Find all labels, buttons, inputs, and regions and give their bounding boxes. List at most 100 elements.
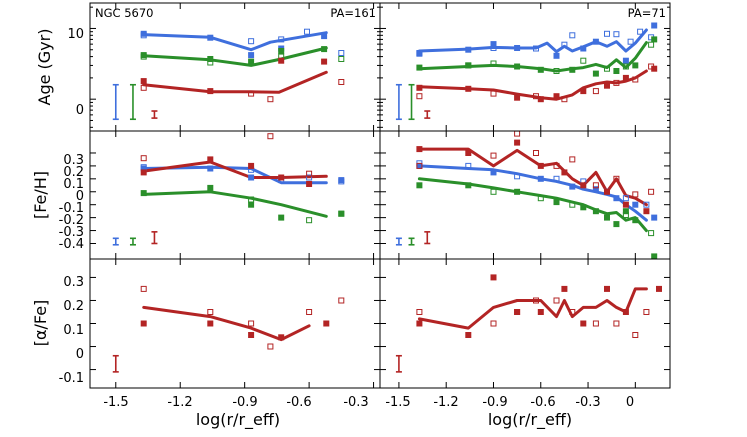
x-axis-title-right: log(r/r_eff) (488, 410, 572, 430)
data-point-red-filled (514, 139, 521, 146)
error-bar-green (129, 237, 136, 246)
data-point-red-filled (465, 150, 472, 156)
panel-alpha-right (395, 274, 662, 373)
data-point-red-filled (321, 58, 328, 65)
data-point-red-filled (207, 88, 214, 95)
data-point-green-filled (514, 188, 521, 195)
data-point-red-open (648, 188, 655, 195)
y-tick-alpha-0.2: 0.2 (63, 299, 84, 314)
data-point-red-open (632, 76, 639, 83)
data-point-green-open (306, 217, 313, 224)
data-point-blue-filled (416, 50, 423, 56)
left-pa-label: PA=161 (330, 6, 376, 20)
data-point-blue-open (416, 50, 423, 57)
y-tick-feh-0.1: 0.1 (63, 177, 84, 192)
data-point-blue-filled (592, 38, 599, 45)
error-bar-red (424, 110, 431, 119)
y-tick-alpha-0.3: 0.3 (63, 275, 84, 290)
data-point-blue-open (604, 30, 610, 37)
data-point-green-filled (465, 62, 472, 69)
data-point-blue-filled (140, 30, 147, 37)
data-point-red-filled (278, 57, 285, 64)
series-line-green (142, 190, 328, 218)
right-pa-label: PA=71 (628, 6, 666, 20)
error-bar-blue (395, 83, 402, 121)
data-point-blue-filled (207, 165, 214, 172)
series-line-red (417, 147, 648, 207)
series-line-green (417, 177, 648, 233)
data-point-red-filled (465, 332, 472, 338)
x-axis-title-left: log(r/r_eff) (196, 410, 280, 430)
error-bar-red (112, 354, 119, 373)
data-point-green-filled (321, 46, 328, 53)
data-point-blue-filled (553, 52, 560, 59)
data-point-blue-filled (592, 186, 599, 193)
galaxy-name-label: NGC 5670 (95, 6, 153, 20)
data-point-blue-open (338, 50, 345, 56)
data-point-blue-filled (651, 22, 658, 29)
data-point-red-filled (490, 274, 497, 281)
data-point-blue-open (553, 175, 560, 182)
data-point-green-filled (592, 70, 599, 77)
data-point-red-open (416, 162, 423, 169)
data-point-red-open (569, 156, 576, 163)
data-point-blue-filled (537, 175, 544, 182)
data-point-blue-filled (514, 45, 521, 51)
data-point-red-filled (140, 78, 147, 85)
panel-age-left (112, 28, 345, 121)
data-point-blue-open (140, 32, 147, 39)
data-point-red-filled (604, 285, 610, 292)
error-bar-green (408, 83, 415, 121)
data-point-red-open (207, 309, 214, 315)
data-point-green-filled (207, 184, 214, 191)
data-point-green-filled (632, 217, 639, 224)
data-point-red-filled (553, 93, 560, 100)
x-tick-left-neg0.9: -0.9 (232, 395, 257, 410)
data-point-red-filled (278, 334, 285, 341)
y-axis-title-alpha: [α/Fe] (31, 300, 50, 347)
data-point-red-filled (622, 201, 629, 208)
data-point-green-filled (651, 253, 658, 260)
data-point-red-open (490, 320, 497, 327)
data-point-red-filled (580, 320, 587, 327)
data-point-green-open (569, 201, 576, 208)
data-point-red-open (416, 93, 423, 100)
data-point-blue-filled (613, 195, 620, 202)
data-point-red-open (592, 182, 599, 189)
data-point-red-open (416, 309, 423, 315)
data-point-blue-filled (490, 169, 497, 176)
data-point-red-open (306, 170, 313, 177)
data-point-green-filled (465, 182, 472, 189)
data-point-blue-filled (580, 45, 587, 52)
data-point-green-open (140, 53, 147, 60)
data-point-green-open (490, 188, 497, 195)
data-point-green-open (537, 195, 544, 202)
data-point-red-open (632, 191, 639, 198)
data-point-green-filled (537, 66, 544, 73)
panel-feh-right (395, 130, 658, 260)
data-point-green-open (604, 65, 610, 72)
data-point-green-open (622, 212, 629, 218)
series-line-red (142, 305, 311, 342)
x-tick-right-neg1.5: -1.5 (385, 395, 410, 410)
data-point-red-filled (207, 156, 214, 163)
data-point-red-filled (514, 309, 521, 315)
x-tick-left-neg0.6: -0.6 (286, 395, 311, 410)
axis-ticks (90, 3, 670, 388)
data-point-blue-filled (569, 183, 576, 190)
data-point-green-filled (207, 56, 214, 62)
data-point-red-filled (278, 174, 285, 181)
data-point-green-filled (416, 64, 423, 71)
data-point-red-open (267, 133, 274, 140)
data-point-blue-open (304, 28, 310, 35)
y-tick-feh-0: 0 (76, 189, 84, 204)
data-point-blue-filled (490, 41, 497, 48)
data-point-red-open (569, 309, 576, 315)
series-line-red (417, 69, 648, 101)
data-point-red-filled (537, 162, 544, 169)
error-bar-red (424, 231, 431, 245)
data-point-red-open (648, 63, 655, 70)
data-point-red-filled (622, 74, 629, 81)
data-point-green-open (648, 230, 655, 237)
